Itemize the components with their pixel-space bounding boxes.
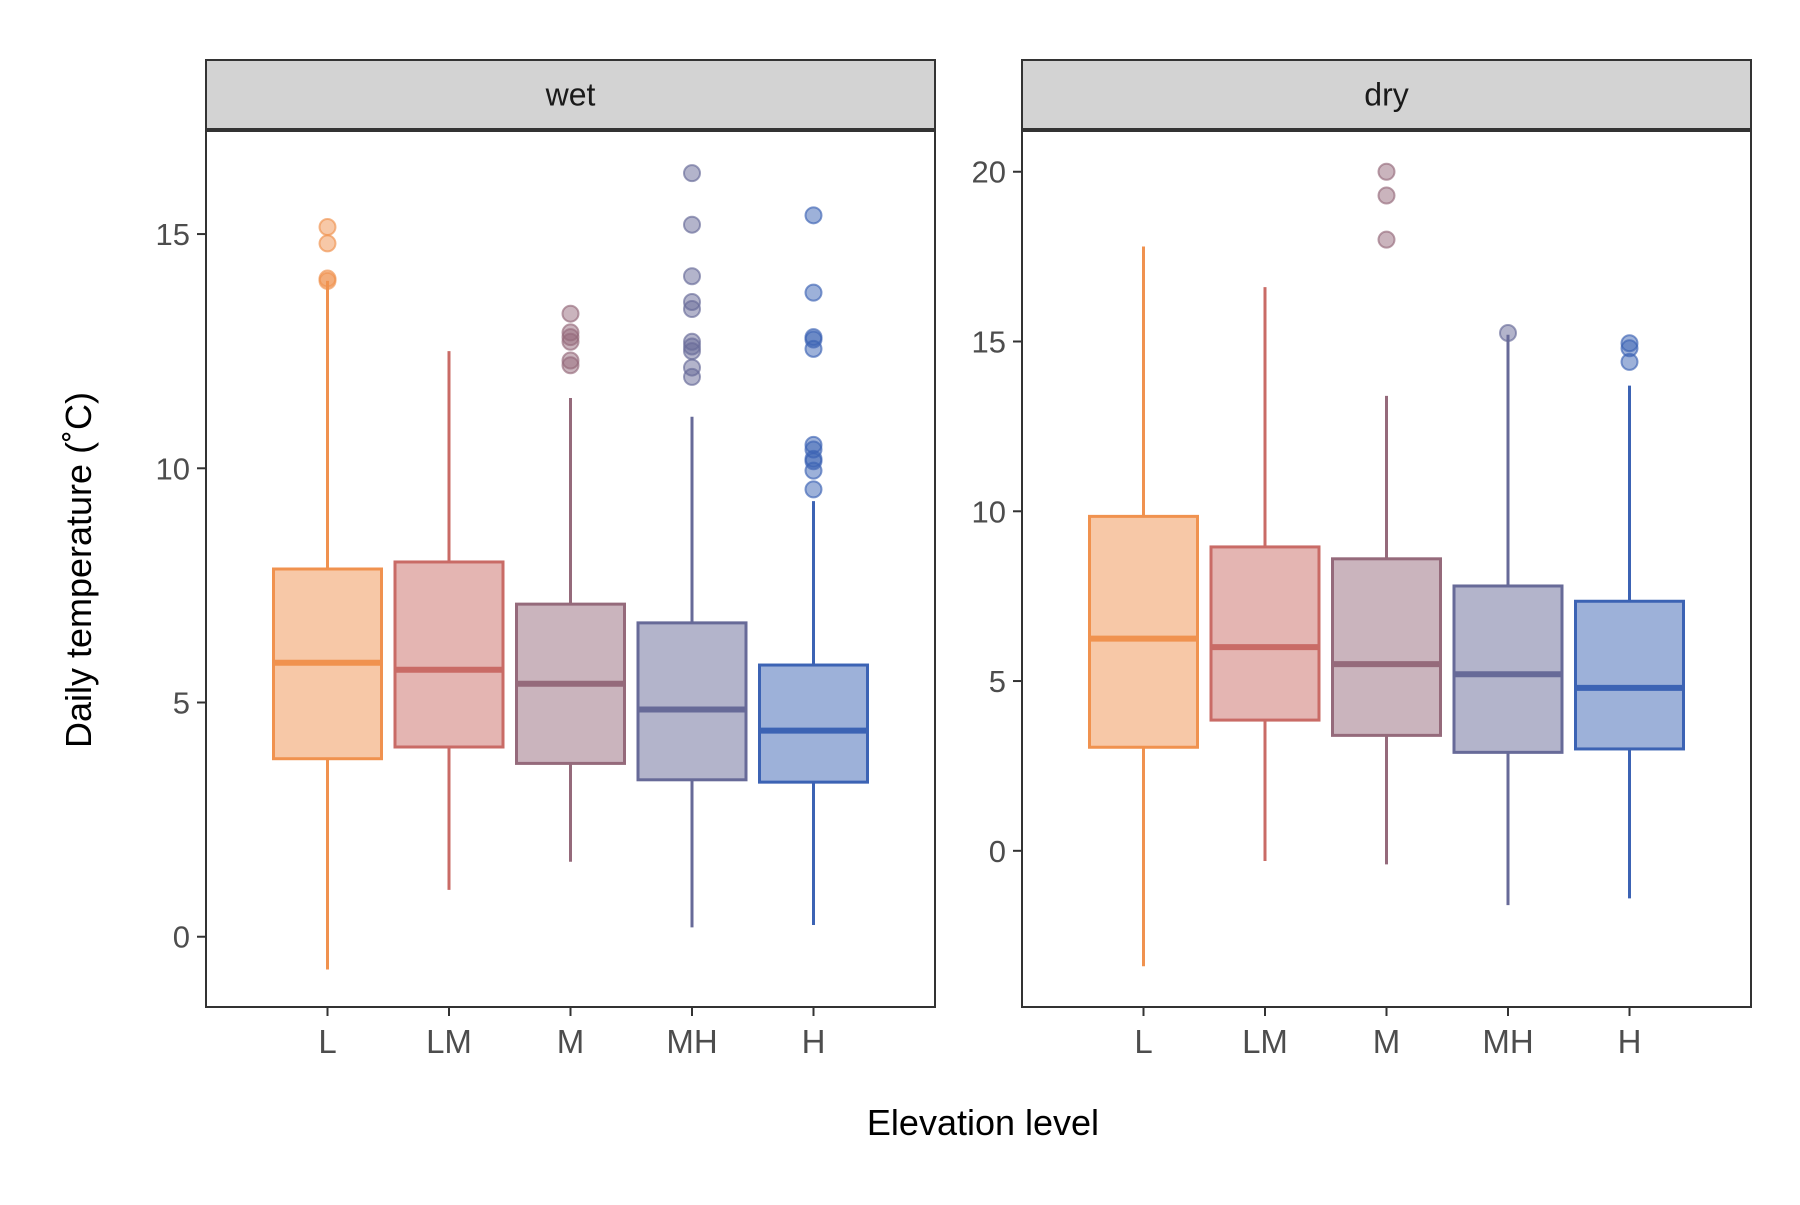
panel-wet-box-h-outlier xyxy=(804,480,823,499)
panel-dry-box-l-iqr-box xyxy=(1088,514,1199,749)
panel-dry-y-tick-label: 15 xyxy=(972,325,1006,360)
panel-wet-box-mh-outlier xyxy=(683,332,701,351)
panel-dry-plot-border xyxy=(1021,130,1752,1008)
panel-wet-y-tick-label: 0 xyxy=(173,920,190,955)
panel-dry-strip xyxy=(1021,59,1752,130)
panel-wet-strip xyxy=(205,59,936,130)
panel-dry-x-tick-label: MH xyxy=(1482,1023,1533,1060)
panel-wet-box-h-outlier xyxy=(804,435,823,454)
panel-wet-x-tick-label: LM xyxy=(426,1023,472,1060)
panel-dry-box-lm-iqr-box xyxy=(1209,545,1321,722)
panel-wet-box-lm-iqr-box xyxy=(393,560,505,749)
panel-wet-x-tick-label: M xyxy=(557,1023,585,1060)
panel-wet-box-h-outlier xyxy=(804,206,823,225)
panel-wet-x-tick-label: MH xyxy=(666,1023,717,1060)
y-axis-title: Daily temperature (˚C) xyxy=(58,392,99,748)
x-axis-title: Elevation level xyxy=(867,1102,1099,1143)
panel-wet-box-mh-outlier xyxy=(683,164,701,183)
panel-wet-box-h-iqr-box xyxy=(758,663,869,784)
panel-dry-box-h-iqr-box xyxy=(1574,599,1685,751)
panel-dry-y-tick-label: 5 xyxy=(989,664,1006,699)
panel-dry-box-m-outlier xyxy=(1377,162,1396,181)
panel-dry-x-tick-label: L xyxy=(1134,1023,1152,1060)
panel-dry-box-mh-iqr-box xyxy=(1452,584,1564,754)
panel-dry-x-tick-label: LM xyxy=(1242,1023,1288,1060)
panel-dry-box-mh-outlier xyxy=(1499,324,1517,343)
panel-wet-box-h-outlier xyxy=(804,328,823,347)
panel-wet-x-tick-label: L xyxy=(318,1023,336,1060)
panel-wet-box-l-outlier xyxy=(318,269,337,288)
panel-wet-box-mh-outlier xyxy=(683,267,701,286)
panel-wet-box-l-outlier xyxy=(318,234,337,253)
panel-dry-x-tick-label: H xyxy=(1618,1023,1642,1060)
panel-wet-y-tick-label: 5 xyxy=(173,686,190,721)
panel-dry-y-tick-label: 0 xyxy=(989,834,1006,869)
panel-dry-box-m-outlier xyxy=(1377,186,1396,205)
panel-wet-plot-border xyxy=(205,130,936,1008)
panel-dry-x-tick-label: M xyxy=(1373,1023,1401,1060)
panel-wet-y-tick-label: 15 xyxy=(156,217,190,252)
panel-dry-box-m-iqr-box xyxy=(1331,557,1442,737)
panel-dry-strip-label: dry xyxy=(1364,77,1408,113)
panel-wet-box-l-outlier xyxy=(318,218,337,237)
panel-wet-box-mh-iqr-box xyxy=(636,621,748,782)
panel-dry-box-h-outlier xyxy=(1620,334,1639,353)
panel-wet-box-m-outlier xyxy=(561,304,580,323)
panel-wet-box-h-outlier xyxy=(804,283,823,302)
panel-dry-y-tick-label: 20 xyxy=(972,155,1006,190)
panel-wet-box-mh-outlier xyxy=(683,358,701,377)
panel-wet-strip-label: wet xyxy=(545,77,596,113)
panel-wet-box-m-outlier xyxy=(561,323,580,342)
panel-dry-y-tick-label: 10 xyxy=(972,494,1006,529)
panel-wet-box-mh-outlier xyxy=(683,215,701,234)
panel-wet-x-tick-label: H xyxy=(802,1023,826,1060)
panel-wet-box-m-outlier xyxy=(561,351,580,370)
panel-wet-box-mh-outlier xyxy=(683,292,701,311)
panel-dry-box-m-outlier xyxy=(1377,230,1396,249)
panel-wet-y-tick-label: 10 xyxy=(156,451,190,486)
